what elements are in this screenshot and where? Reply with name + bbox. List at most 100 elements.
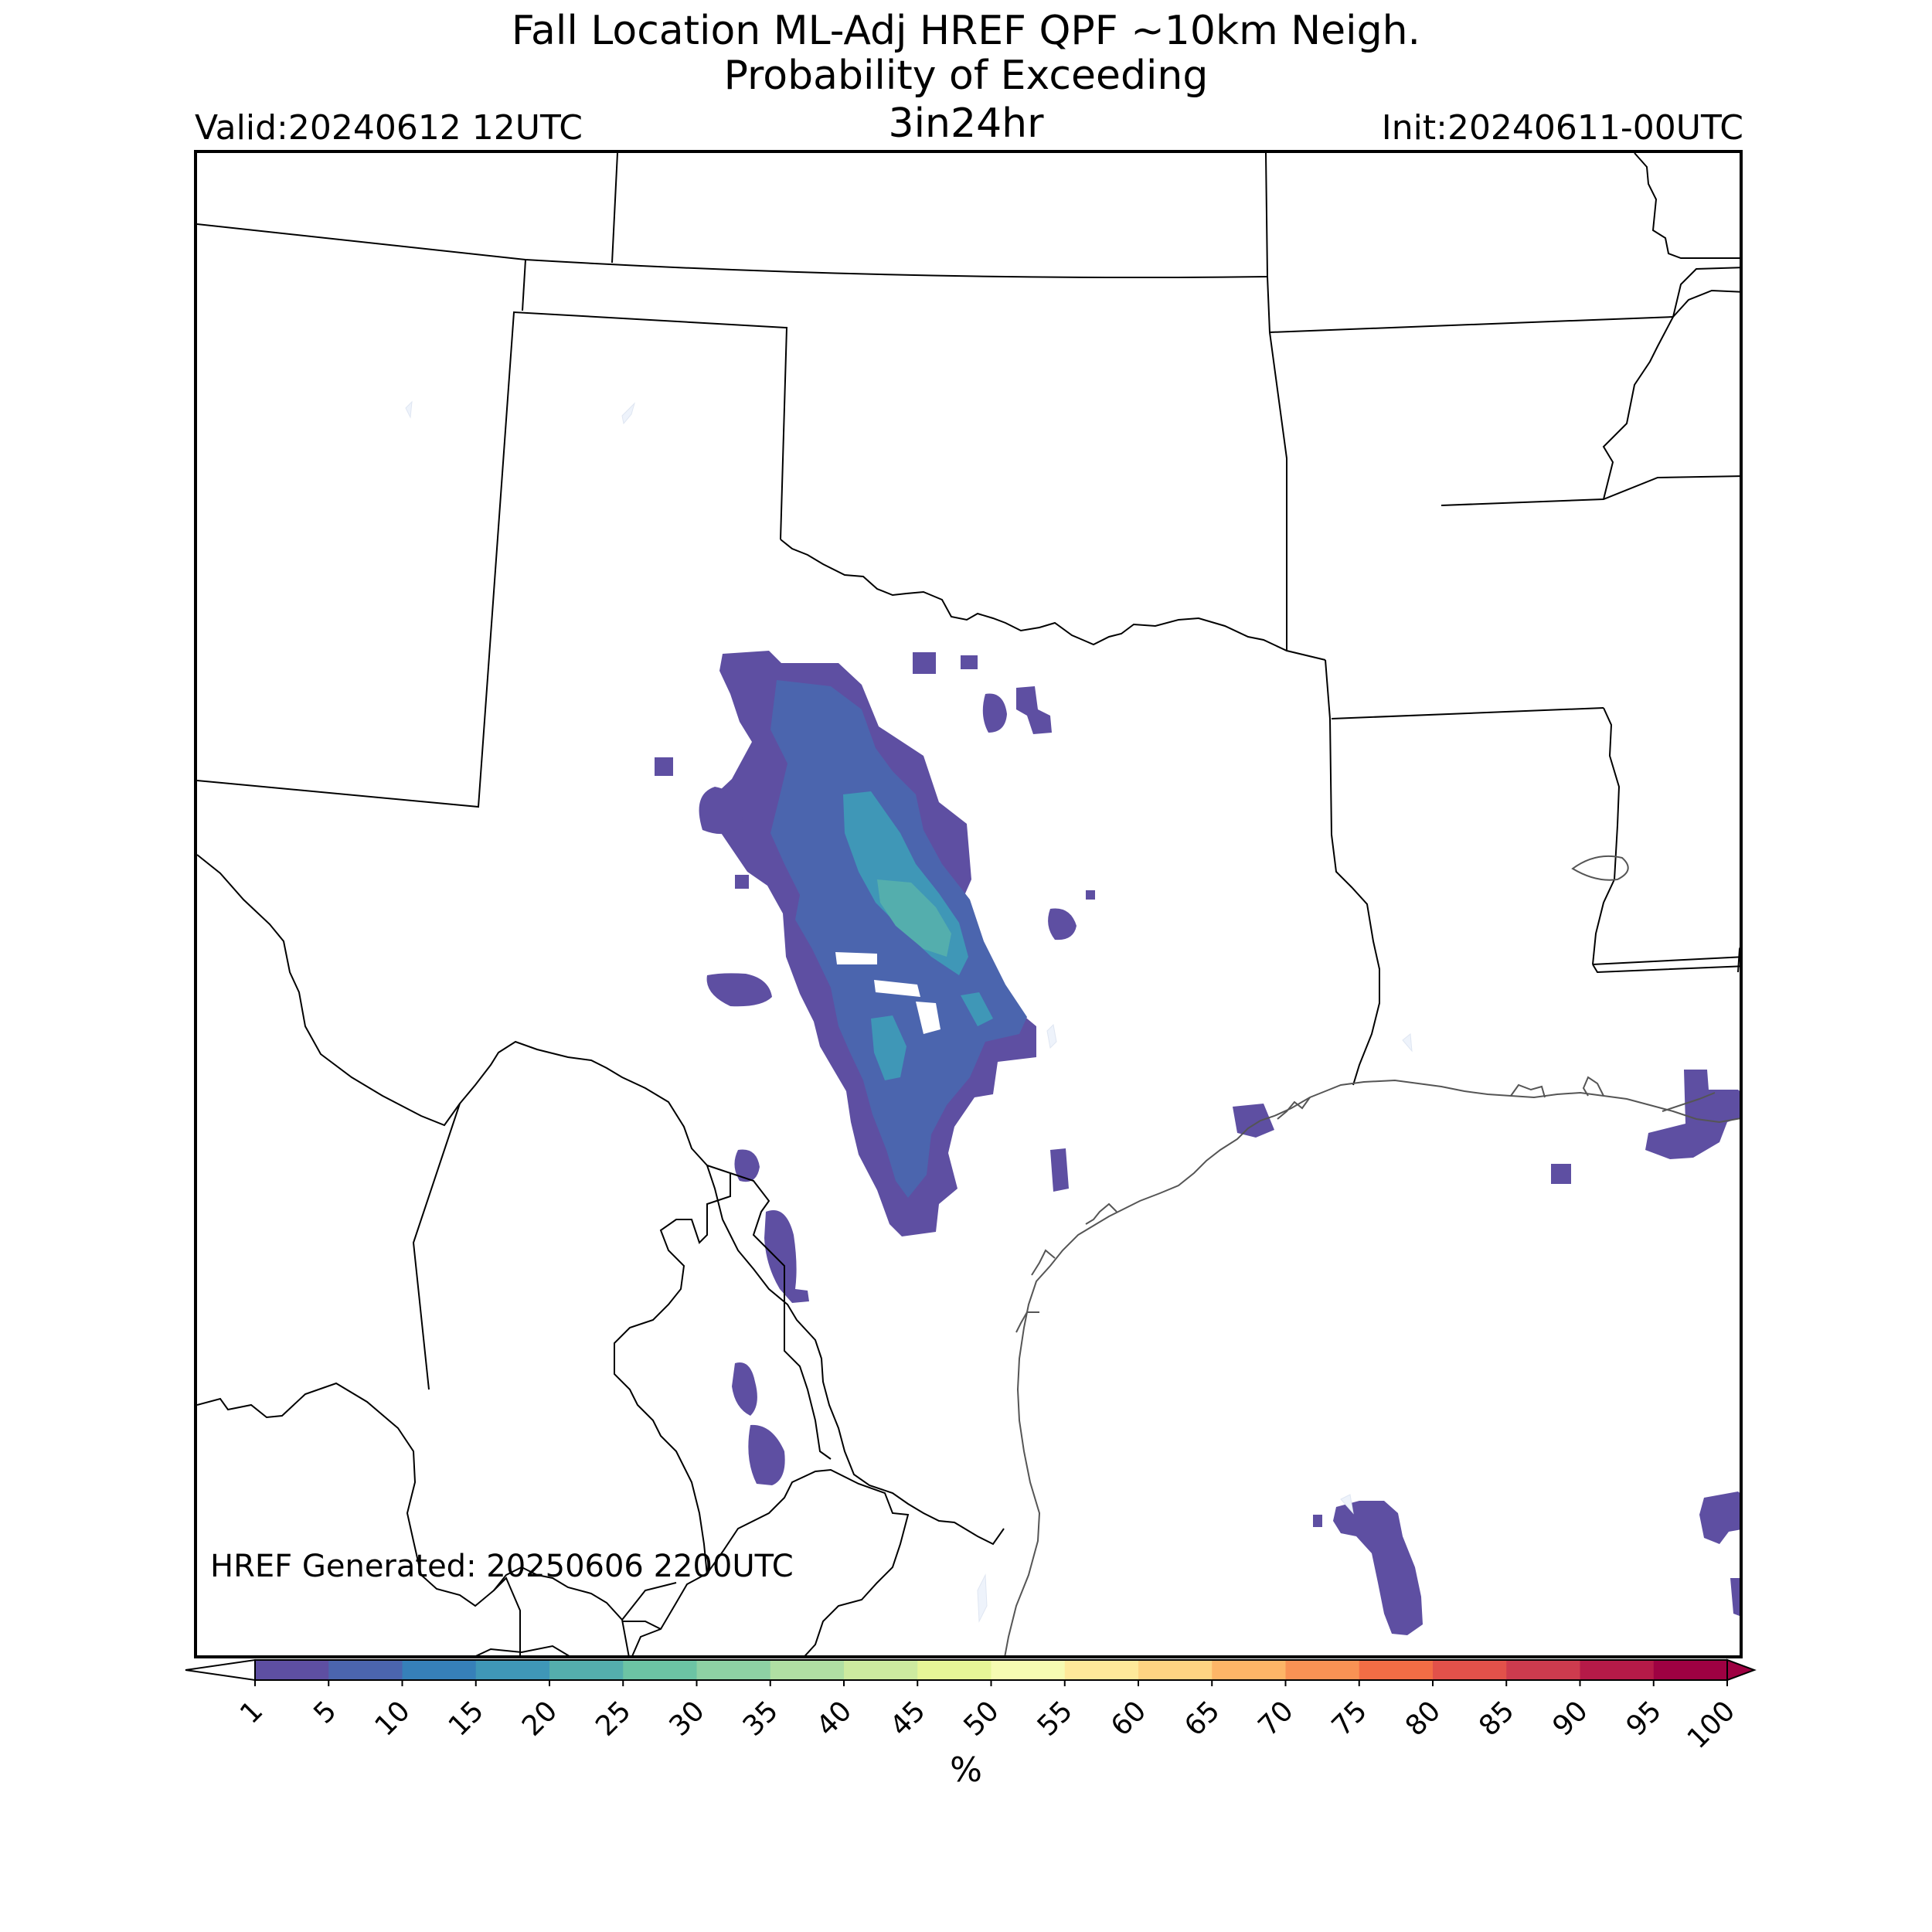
border-line [622, 1621, 662, 1630]
prob-region-low [735, 875, 749, 889]
colorbar-segment [255, 1660, 329, 1680]
prob-region-peak [877, 879, 951, 957]
colorbar-tick-label: 90 [1546, 1695, 1594, 1742]
colorbar-segment [1359, 1660, 1434, 1680]
prob-region-low [1551, 1164, 1571, 1184]
map-panel [194, 150, 1743, 1658]
border-line [780, 539, 1326, 661]
prob-region-low [1645, 1070, 1740, 1159]
border-line [1269, 316, 1674, 333]
border-line [1634, 153, 1740, 259]
border-line [412, 1103, 461, 1390]
colorbar-tick-label: 95 [1621, 1695, 1668, 1742]
border-line [197, 223, 1268, 279]
chart-title-line-2: Probability of Exceeding [723, 53, 1209, 99]
colorbar-tick-label: 10 [369, 1695, 416, 1742]
colorbar-ticks: 1 5 10 15 20 25 30 35 40 45 50 55 60 65 70 75 80 85 90 95 10… [234, 1680, 1741, 1755]
colorbar-tick-label: 70 [1252, 1695, 1299, 1742]
border-line [1592, 964, 1740, 974]
colorbar-segment [1433, 1660, 1507, 1680]
probability-field-mid [770, 680, 1027, 1198]
init-time-label: Init:20240611-00UTC [1381, 108, 1743, 148]
colorbar-segment [475, 1660, 550, 1680]
colorbar-tick-label: 25 [590, 1695, 637, 1742]
colorbar-segment [1212, 1660, 1286, 1680]
colorbar-tick-label: 65 [1179, 1695, 1226, 1742]
prob-region-higher [961, 992, 993, 1026]
border-line [197, 311, 788, 808]
coastline [1004, 855, 1740, 1655]
border-line [614, 1173, 731, 1576]
probability-field-peak [877, 879, 951, 957]
border-line [1440, 475, 1740, 506]
colorbar-tick-label: 1 [234, 1695, 269, 1730]
colorbar-extend-max [1726, 1658, 1757, 1682]
coastline-path [1015, 1311, 1039, 1333]
coastline-path [1004, 1079, 1740, 1655]
colorbar-segment [696, 1660, 771, 1680]
chart-title-threshold: 3in24hr [888, 100, 1044, 147]
colorbar-tick-label: 60 [1105, 1695, 1152, 1742]
prob-region-low [734, 1149, 760, 1182]
prob-region-low [961, 655, 978, 669]
prob-region-low [748, 1424, 785, 1485]
colorbar-tick-label: 30 [663, 1695, 710, 1742]
colorbar-segment [1285, 1660, 1360, 1680]
colorbar-segment [1580, 1660, 1655, 1680]
border-line [197, 854, 1005, 1546]
border-line [1331, 707, 1604, 719]
border-line [1737, 947, 1740, 973]
border-line [493, 1566, 630, 1655]
coastline-path [1510, 1083, 1546, 1098]
colorbar-tick-label: 40 [811, 1695, 858, 1742]
colorbar-extend-min [185, 1658, 256, 1682]
colorbar-segment [623, 1660, 697, 1680]
colorbar-segment [770, 1660, 845, 1680]
lake [621, 402, 636, 425]
coastline-path [1571, 855, 1629, 881]
border-line [631, 1468, 910, 1655]
colorbar-tick-label: 45 [884, 1695, 931, 1742]
prob-region-higher [871, 1015, 906, 1080]
colorbar-tick-label: 50 [957, 1695, 1005, 1742]
prob-region-low [732, 1362, 757, 1416]
colorbar-segment [991, 1660, 1066, 1680]
prob-region-mid [770, 680, 1027, 1198]
prob-region-low [1233, 1104, 1274, 1138]
border-line [1602, 267, 1740, 500]
border-line [197, 1382, 521, 1655]
colorbar-tick-label: 15 [443, 1695, 490, 1742]
prob-region-low [1333, 1501, 1423, 1635]
coastline-path [1582, 1076, 1604, 1097]
colorbar-segment [549, 1660, 624, 1680]
colorbar-tick-label: 55 [1032, 1695, 1079, 1742]
chart-title-line-1: Fall Location ML-Adj HREF QPF ~10km Neig… [511, 8, 1421, 54]
colorbar-tick-label: 35 [737, 1695, 784, 1742]
prob-region-low [1086, 890, 1095, 900]
prob-region-low [706, 973, 772, 1007]
border-line [1592, 956, 1740, 965]
prob-region-low [1699, 1492, 1740, 1544]
colorbar-tick-label: 85 [1473, 1695, 1520, 1742]
colorbar-segment [1064, 1660, 1139, 1680]
colorbar-segment [844, 1660, 918, 1680]
field-gaps [835, 952, 940, 1034]
prob-region-low [913, 652, 936, 674]
prob-region-low [1730, 1578, 1740, 1616]
prob-region-low [699, 787, 743, 835]
prob-region-low [1313, 1515, 1322, 1527]
field-gap [874, 980, 920, 997]
colorbar-tick-label: 20 [516, 1695, 563, 1742]
prob-region-low [1050, 1148, 1069, 1192]
prob-region-low [1048, 908, 1077, 940]
prob-region-low [982, 693, 1007, 733]
field-gap [835, 952, 877, 964]
prob-region-low [1016, 686, 1052, 734]
prob-region-low [764, 1210, 809, 1303]
lake [405, 400, 413, 419]
colorbar-segment [328, 1660, 403, 1680]
border-line [611, 153, 618, 264]
coastline-path [1277, 1097, 1311, 1120]
lake [977, 1573, 988, 1623]
border-line [1325, 659, 1380, 1086]
